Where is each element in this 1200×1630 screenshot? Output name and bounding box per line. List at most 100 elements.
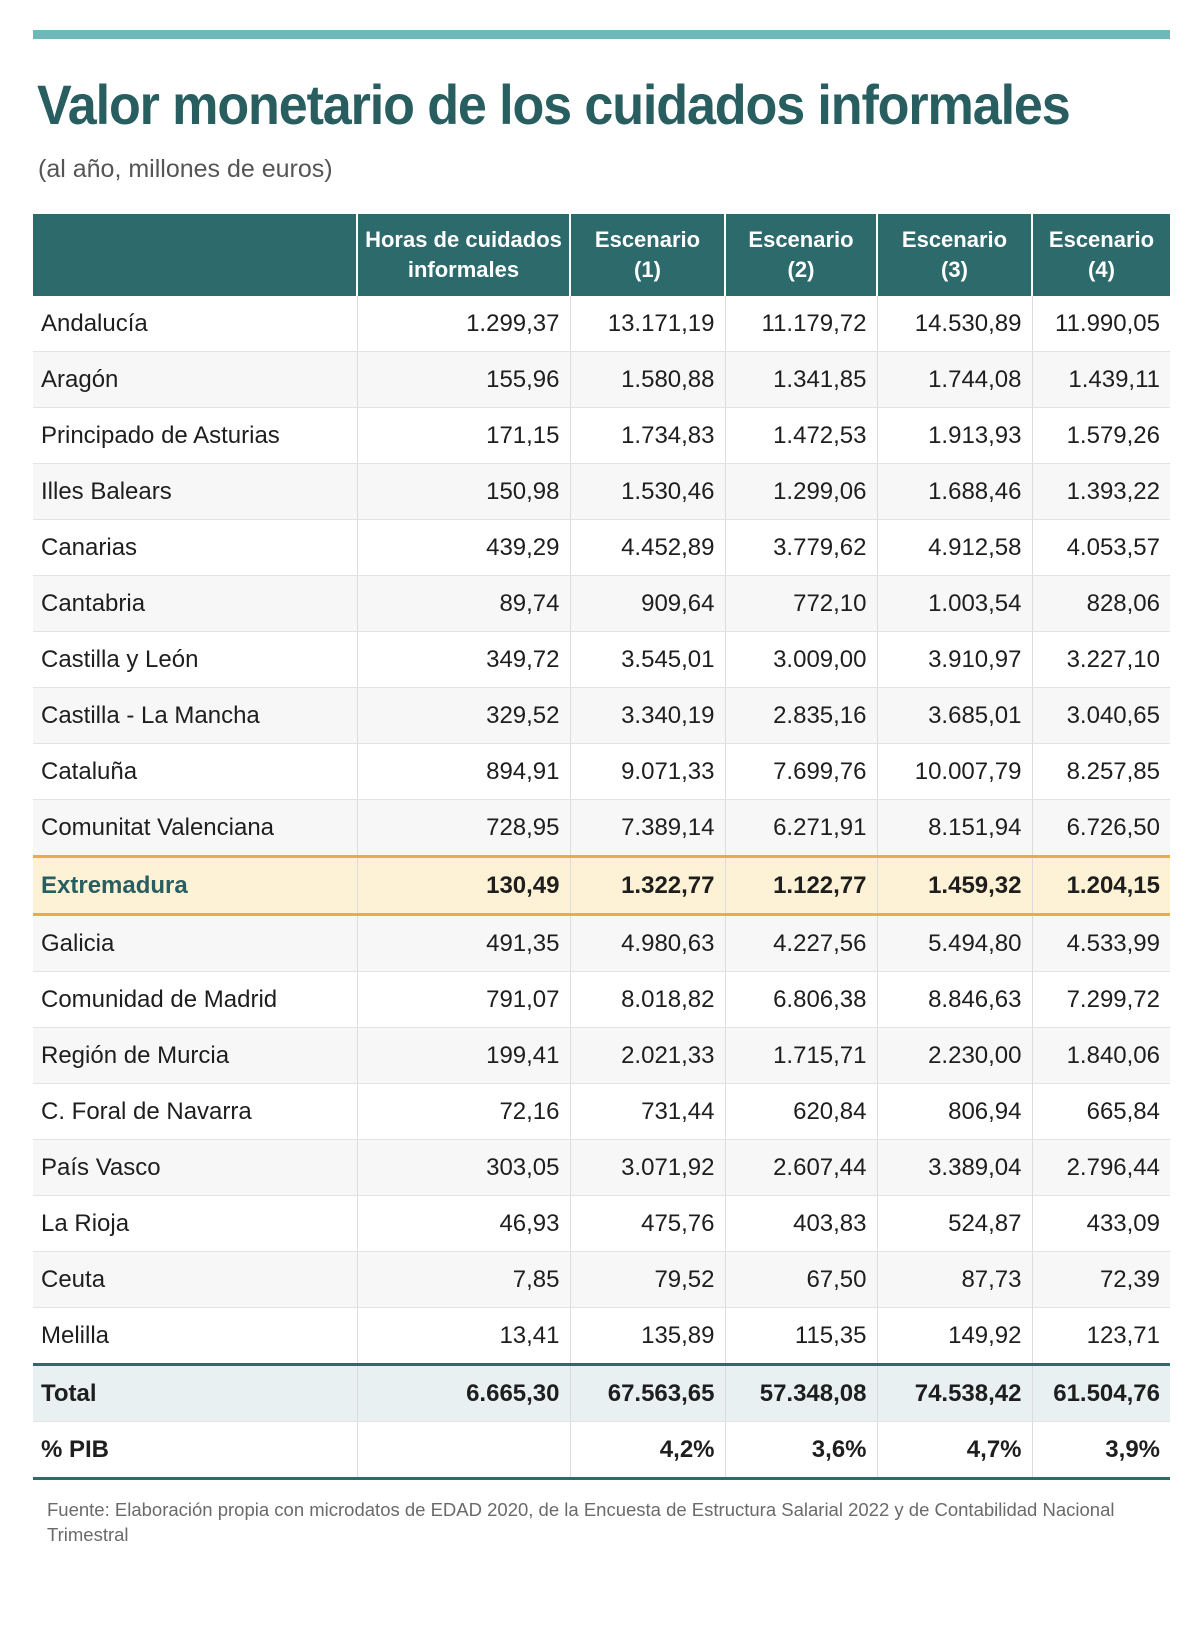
header-row: Horas de cuidados informales Escenario (…: [33, 214, 1170, 296]
value-cell: 1.122,77: [724, 855, 877, 916]
pib-label: % PIB: [33, 1421, 357, 1480]
value-cell: 6.806,38: [724, 971, 877, 1028]
value-cell: 524,87: [876, 1195, 1032, 1252]
value-cell: 728,95: [356, 799, 570, 857]
value-cell: 1.840,06: [1031, 1027, 1170, 1084]
value-cell: 11.990,05: [1031, 296, 1170, 352]
value-cell: 5.494,80: [876, 914, 1032, 972]
value-cell: 8.257,85: [1031, 743, 1170, 800]
region-name-cell: Comunitat Valenciana: [33, 799, 357, 857]
value-cell: 4.227,56: [724, 914, 877, 972]
header-cell-scenario-1: Escenario (1): [569, 214, 725, 296]
total-cell: 74.538,42: [876, 1363, 1032, 1422]
value-cell: 3.227,10: [1031, 631, 1170, 688]
value-cell: 10.007,79: [876, 743, 1032, 800]
value-cell: 72,39: [1031, 1251, 1170, 1308]
total-cell: 57.348,08: [724, 1363, 877, 1422]
region-name-cell: Melilla: [33, 1307, 357, 1365]
region-name-cell: Cantabria: [33, 575, 357, 632]
top-accent-rule: [33, 30, 1170, 39]
value-cell: 1.715,71: [724, 1027, 877, 1084]
value-cell: 1.322,77: [569, 855, 725, 916]
value-cell: 14.530,89: [876, 296, 1032, 352]
value-cell: 72,16: [356, 1083, 570, 1140]
table-row: Melilla 13,41 135,89 115,35 149,92 123,71: [33, 1307, 1170, 1365]
region-name-cell: Cataluña: [33, 743, 357, 800]
table-row: Comunitat Valenciana 728,95 7.389,14 6.271,…: [33, 799, 1170, 857]
header-line: Escenario: [594, 227, 701, 252]
total-cell: 61.504,76: [1031, 1363, 1170, 1422]
header-line: Escenario: [901, 227, 1008, 252]
header-line: (1): [634, 257, 661, 282]
value-cell: 1.744,08: [876, 351, 1032, 408]
value-cell: 115,35: [724, 1307, 877, 1365]
value-cell: 439,29: [356, 519, 570, 576]
region-name-cell: Castilla y León: [33, 631, 357, 688]
value-cell: 171,15: [356, 407, 570, 464]
page-subtitle: (al año, millones de euros): [38, 155, 333, 183]
pib-cell: [356, 1421, 570, 1480]
value-cell: 2.230,00: [876, 1027, 1032, 1084]
region-name-cell: Illes Balears: [33, 463, 357, 520]
region-name-cell: Principado de Asturias: [33, 407, 357, 464]
value-cell: 6.271,91: [724, 799, 877, 857]
pib-row: % PIB 4,2% 3,6% 4,7% 3,9%: [33, 1421, 1170, 1480]
value-cell: 2.607,44: [724, 1139, 877, 1196]
value-cell: 828,06: [1031, 575, 1170, 632]
value-cell: 130,49: [356, 855, 570, 916]
header-cell-scenario-3: Escenario (3): [876, 214, 1032, 296]
total-label: Total: [33, 1363, 357, 1422]
value-cell: 9.071,33: [569, 743, 725, 800]
page-title: Valor monetario de los cuidados informal…: [37, 73, 1071, 136]
value-cell: 13.171,19: [569, 296, 725, 352]
value-cell: 46,93: [356, 1195, 570, 1252]
total-cell: 67.563,65: [569, 1363, 725, 1422]
region-name-cell: Galicia: [33, 914, 357, 972]
pib-cell: 3,6%: [724, 1421, 877, 1480]
value-cell: 1.913,93: [876, 407, 1032, 464]
header-line: (4): [1088, 257, 1115, 282]
region-name-cell: Extremadura: [33, 855, 357, 916]
pib-cell: 4,2%: [569, 1421, 725, 1480]
value-cell: 7.389,14: [569, 799, 725, 857]
region-name-cell: País Vasco: [33, 1139, 357, 1196]
header-cell-scenario-4: Escenario (4): [1031, 214, 1170, 296]
region-name-cell: Ceuta: [33, 1251, 357, 1308]
region-name-cell: Aragón: [33, 351, 357, 408]
table-row: Comunidad de Madrid 791,07 8.018,82 6.806,3…: [33, 971, 1170, 1028]
region-name-cell: Andalucía: [33, 296, 357, 352]
value-cell: 1.003,54: [876, 575, 1032, 632]
data-table: Horas de cuidados informales Escenario (…: [33, 214, 1170, 1480]
value-cell: 491,35: [356, 914, 570, 972]
table-row: Castilla - La Mancha 329,52 3.340,19 2.835,…: [33, 687, 1170, 744]
value-cell: 8.846,63: [876, 971, 1032, 1028]
value-cell: 4.912,58: [876, 519, 1032, 576]
value-cell: 403,83: [724, 1195, 877, 1252]
value-cell: 894,91: [356, 743, 570, 800]
value-cell: 1.204,15: [1031, 855, 1170, 916]
value-cell: 4.452,89: [569, 519, 725, 576]
value-cell: 349,72: [356, 631, 570, 688]
header-line: (2): [787, 257, 815, 282]
value-cell: 79,52: [569, 1251, 725, 1308]
value-cell: 4.053,57: [1031, 519, 1170, 576]
value-cell: 149,92: [876, 1307, 1032, 1365]
table-row: Canarias 439,29 4.452,89 3.779,62 4.912,58 4.…: [33, 519, 1170, 576]
value-cell: 123,71: [1031, 1307, 1170, 1365]
value-cell: 7,85: [356, 1251, 570, 1308]
table-body: Andalucía 1.299,37 13.171,19 11.179,72 14.53…: [33, 296, 1170, 1480]
region-name-cell: C. Foral de Navarra: [33, 1083, 357, 1140]
value-cell: 1.439,11: [1031, 351, 1170, 408]
value-cell: 4.980,63: [569, 914, 725, 972]
value-cell: 791,07: [356, 971, 570, 1028]
table-row: Cantabria 89,74 909,64 772,10 1.003,54 828,06: [33, 575, 1170, 632]
value-cell: 1.459,32: [876, 855, 1032, 916]
table-row: Andalucía 1.299,37 13.171,19 11.179,72 14.53…: [33, 296, 1170, 352]
value-cell: 329,52: [356, 687, 570, 744]
table-row: Castilla y León 349,72 3.545,01 3.009,00 3.9…: [33, 631, 1170, 688]
value-cell: 3.910,97: [876, 631, 1032, 688]
value-cell: 2.021,33: [569, 1027, 725, 1084]
value-cell: 1.341,85: [724, 351, 877, 408]
table-row: Principado de Asturias 171,15 1.734,83 1.47…: [33, 407, 1170, 464]
value-cell: 3.340,19: [569, 687, 725, 744]
